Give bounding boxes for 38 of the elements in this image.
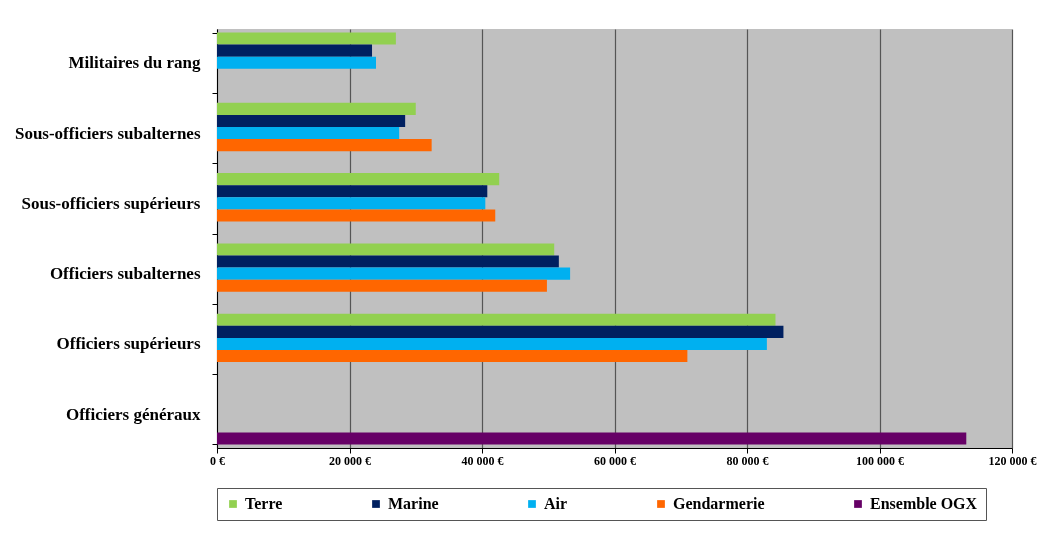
bar — [217, 44, 373, 57]
x-tick-label: 80 000 € — [726, 453, 769, 468]
bar — [217, 127, 400, 140]
bar — [217, 173, 500, 186]
y-tick-label: Officiers supérieurs — [56, 334, 201, 354]
bar — [217, 139, 432, 152]
legend-label: Ensemble OGX — [870, 495, 978, 512]
legend-label: Air — [544, 495, 568, 512]
bar — [217, 102, 416, 115]
y-tick-label: Sous-officiers supérieurs — [21, 193, 201, 213]
legend-label: Marine — [388, 495, 439, 512]
y-tick-label: Officiers subalternes — [49, 264, 201, 284]
bar — [217, 185, 488, 198]
bar — [217, 255, 559, 268]
x-tick-label: 0 € — [210, 453, 225, 468]
bar — [217, 32, 396, 45]
bar — [217, 313, 776, 326]
bar — [217, 209, 496, 222]
bar — [217, 267, 571, 280]
bar — [217, 114, 406, 127]
x-tick-label: 100 000 € — [856, 453, 904, 468]
y-tick-label: Sous-officiers subalternes — [14, 123, 201, 143]
bar — [217, 432, 967, 445]
x-tick-label: 120 000 € — [988, 453, 1037, 468]
x-tick-label: 20 000 € — [329, 453, 371, 468]
legend-label: Terre — [245, 495, 283, 512]
bar — [217, 279, 547, 292]
bar — [217, 325, 784, 338]
legend-label: Gendarmerie — [673, 495, 765, 512]
bar — [217, 350, 688, 363]
bar — [217, 337, 767, 350]
y-tick-label: Officiers généraux — [65, 404, 201, 424]
x-tick-label: 60 000 € — [594, 453, 636, 468]
y-tick-label: Militaires du rang — [68, 53, 201, 73]
bar — [217, 56, 376, 69]
x-tick-label: 40 000 € — [461, 453, 504, 468]
bar — [217, 243, 555, 256]
bar — [217, 197, 486, 210]
